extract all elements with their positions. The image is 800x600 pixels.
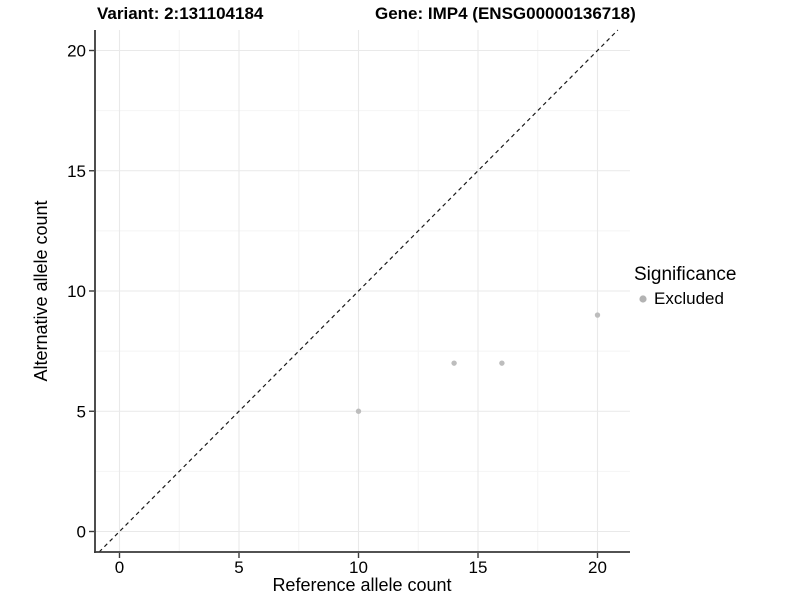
x-tick-label: 20	[588, 558, 607, 577]
y-tick-label: 20	[67, 42, 86, 61]
x-tick-label: 0	[115, 558, 124, 577]
data-point	[451, 360, 457, 366]
y-axis-title: Alternative allele count	[31, 200, 51, 381]
data-point	[499, 360, 505, 366]
plot-title-gene: Gene: IMP4 (ENSG00000136718)	[375, 4, 636, 23]
legend-title: Significance	[634, 264, 737, 285]
y-tick-label: 15	[67, 162, 86, 181]
x-axis-title: Reference allele count	[272, 575, 451, 595]
x-tick-label: 15	[469, 558, 488, 577]
y-tick-label: 10	[67, 282, 86, 301]
y-tick-label: 0	[77, 523, 86, 542]
plot-title-variant: Variant: 2:131104184	[97, 4, 264, 23]
y-tick-label: 5	[77, 402, 86, 421]
x-tick-label: 5	[234, 558, 243, 577]
identity-reference-line	[98, 29, 619, 553]
chart-layer: 0 5 10 15 20 0 5 10 15 20	[67, 29, 630, 577]
data-point	[594, 312, 601, 318]
x-tick-label: 10	[349, 558, 368, 577]
legend-point-icon	[639, 295, 647, 303]
legend-item-excluded: Excluded	[634, 289, 736, 309]
data-point	[355, 408, 362, 414]
legend-item-label: Excluded	[654, 288, 724, 308]
legend: Significance Excluded	[634, 264, 736, 309]
legend-dot-icon	[639, 295, 647, 303]
